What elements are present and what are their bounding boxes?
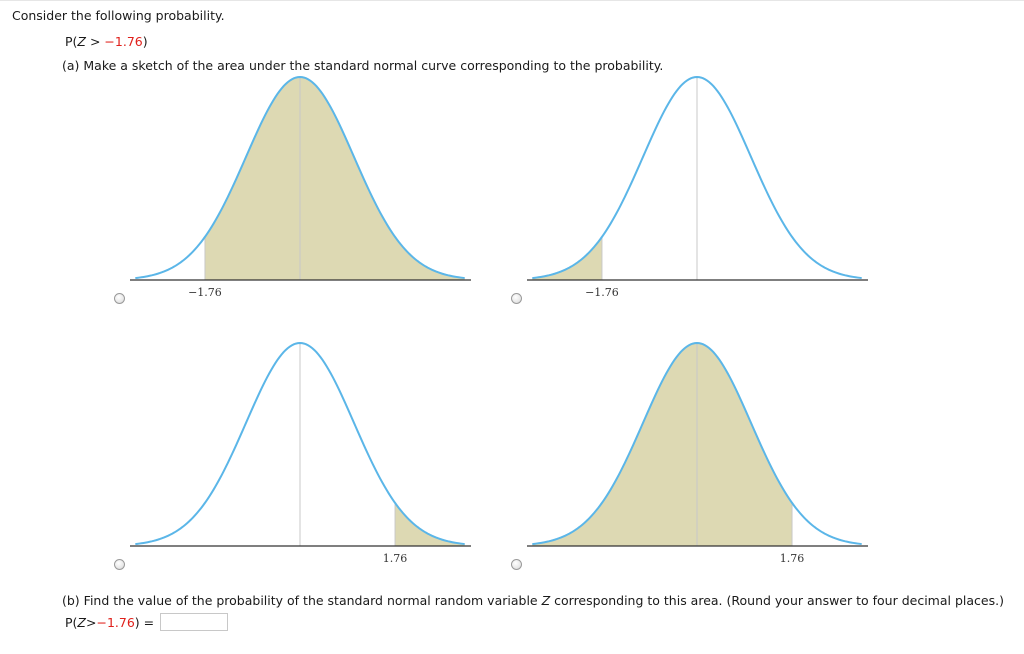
option-c-shaded-area [395, 502, 465, 546]
part-b-prompt: (b) Find the value of the probability of… [62, 593, 1004, 608]
option-c-normal-curve [135, 341, 465, 546]
option-b-shaded-area [532, 236, 602, 280]
option-c-graph: 1.76 [130, 341, 471, 565]
option-a-graph: −1.76 [130, 75, 471, 299]
part-a-prompt: (a) Make a sketch of the area under the … [62, 58, 664, 73]
answer-op: > [86, 614, 97, 630]
answer-input[interactable] [160, 613, 229, 631]
prob-suffix: ) [142, 34, 148, 49]
prob-prefix: P( [65, 34, 78, 49]
option-c-tick-label: 1.76 [383, 552, 408, 565]
option-c-radio[interactable] [114, 559, 125, 570]
prob-variable: Z [77, 34, 86, 49]
option-d-graph: 1.76 [527, 341, 868, 565]
option-b-radio[interactable] [511, 293, 522, 304]
answer-value: −1.76 [96, 614, 135, 630]
option-d-tick-label: 1.76 [780, 552, 805, 565]
part-b-text-before: (b) Find the value of the probability of… [62, 593, 542, 608]
part-b-text-after: corresponding to this area. (Round your … [550, 593, 1004, 608]
option-d-radio[interactable] [511, 559, 522, 570]
answer-prefix: P( [65, 614, 78, 630]
prob-value: −1.76 [104, 34, 143, 49]
probability-statement: P(Z > −1.76) [65, 34, 148, 49]
option-b-normal-curve [532, 75, 862, 280]
part-b-variable: Z [541, 593, 551, 608]
option-a-shaded-area [204, 77, 465, 281]
prob-op: > [86, 34, 105, 49]
question-intro: Consider the following probability. [12, 8, 225, 23]
option-a-radio[interactable] [114, 293, 125, 304]
answer-variable: Z [77, 614, 86, 630]
option-a-tick-label: −1.76 [188, 286, 222, 299]
top-divider [0, 0, 1024, 1]
option-b-graph: −1.76 [527, 75, 868, 299]
option-d-shaded-area [532, 343, 793, 546]
option-a-normal-curve [135, 75, 465, 280]
answer-line: P(Z > −1.76) = [65, 613, 229, 631]
option-b-tick-label: −1.76 [585, 286, 619, 299]
option-d-normal-curve [532, 341, 862, 546]
answer-suffix: ) = [134, 614, 155, 630]
